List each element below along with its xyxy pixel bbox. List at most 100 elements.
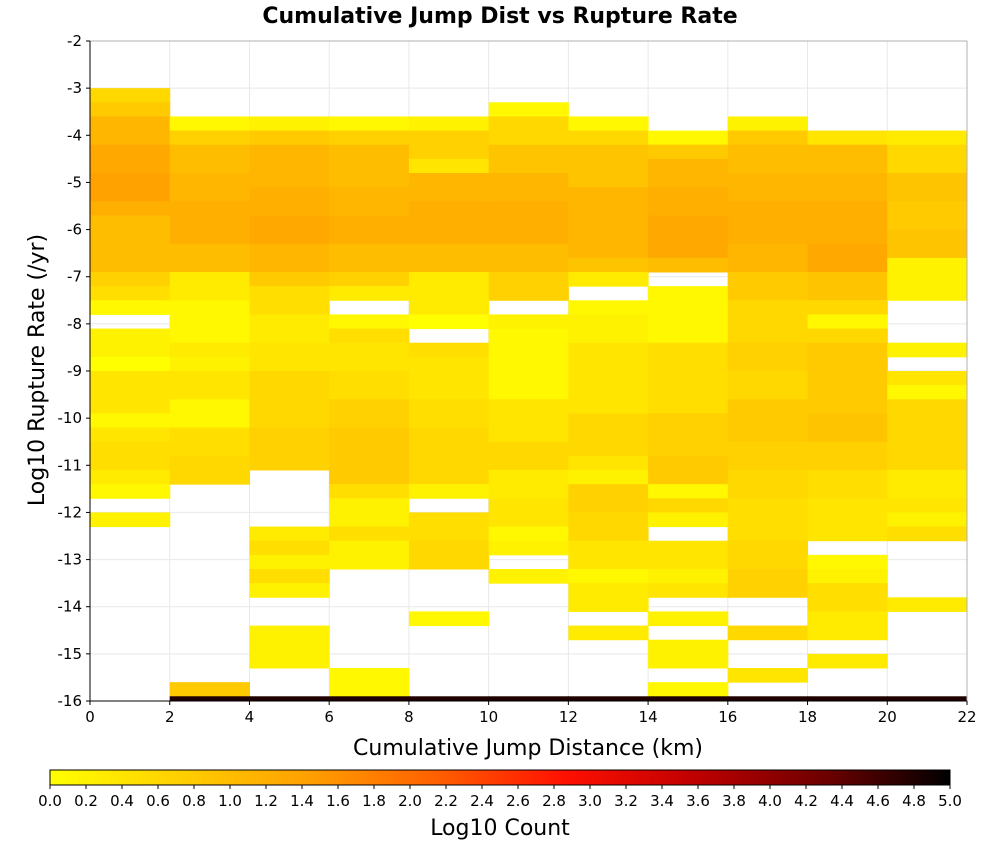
heatmap-cell bbox=[648, 696, 729, 702]
heatmap-cell bbox=[648, 484, 729, 499]
heatmap-cell bbox=[568, 257, 649, 273]
heatmap-cell bbox=[887, 470, 968, 499]
x-tick-label: 0 bbox=[85, 708, 95, 726]
colorbar-tick-label: 5.0 bbox=[938, 792, 962, 810]
colorbar-tick-label: 2.0 bbox=[398, 792, 422, 810]
heatmap-cell bbox=[568, 583, 649, 612]
heatmap-cell bbox=[249, 399, 330, 429]
heatmap-cell bbox=[169, 427, 250, 457]
heatmap-cell bbox=[887, 597, 968, 612]
heatmap-cell bbox=[568, 272, 649, 287]
heatmap-cell bbox=[648, 215, 729, 259]
heatmap-cell bbox=[887, 441, 968, 471]
heatmap-cell bbox=[727, 668, 809, 683]
x-tick-label: 6 bbox=[324, 708, 334, 726]
heatmap-cell bbox=[887, 342, 968, 358]
heatmap-cell bbox=[488, 328, 569, 400]
heatmap-cell bbox=[169, 342, 250, 358]
heatmap-cell bbox=[408, 399, 490, 429]
colorbar-tick-label: 0.8 bbox=[182, 792, 206, 810]
y-tick-label: -4 bbox=[67, 126, 82, 144]
heatmap-cell bbox=[169, 201, 250, 245]
heatmap-cell bbox=[648, 257, 729, 273]
heatmap-cell bbox=[408, 512, 490, 542]
heatmap-cell bbox=[329, 427, 410, 485]
y-tick-label: -3 bbox=[67, 79, 82, 97]
heatmap-cell bbox=[648, 639, 729, 669]
heatmap-cell bbox=[408, 243, 490, 273]
heatmap-cells bbox=[90, 88, 968, 702]
heatmap-cell bbox=[329, 696, 410, 702]
colorbar-tick-label: 1.8 bbox=[362, 792, 386, 810]
heatmap-cell bbox=[249, 526, 330, 542]
heatmap-cell bbox=[648, 583, 729, 598]
heatmap-cell bbox=[887, 173, 968, 202]
y-tick-label: -6 bbox=[67, 221, 82, 239]
x-tick-label: 12 bbox=[559, 708, 578, 726]
heatmap-cell bbox=[90, 116, 171, 146]
y-tick-label: -15 bbox=[58, 645, 83, 663]
heatmap-cell bbox=[727, 441, 809, 471]
heatmap-cell bbox=[887, 144, 968, 174]
heatmap-cell bbox=[90, 272, 171, 287]
heatmap-cell bbox=[887, 371, 968, 386]
heatmap-cell bbox=[568, 215, 649, 259]
heatmap-cell bbox=[329, 540, 410, 570]
heatmap-cell bbox=[90, 201, 171, 216]
heatmap-cell bbox=[727, 470, 809, 499]
colorbar-tick-label: 0.4 bbox=[110, 792, 134, 810]
x-tick-label: 10 bbox=[479, 708, 498, 726]
heatmap-cell bbox=[727, 342, 809, 372]
heatmap-cell bbox=[727, 173, 809, 202]
axes: 0 2 4 6 8 10 12 14 16 18 20 22 -2 -3 -4 -5 -6 -7 -8 -9 -10 -1… bbox=[58, 32, 977, 726]
heatmap-cell bbox=[648, 144, 729, 160]
y-tick-label: -9 bbox=[67, 362, 82, 380]
heatmap-cell bbox=[727, 371, 809, 400]
heatmap-cell bbox=[249, 427, 330, 471]
heatmap-cell bbox=[249, 187, 330, 216]
heatmap-cell bbox=[807, 144, 888, 174]
heatmap-cell bbox=[249, 342, 330, 372]
heatmap-cell bbox=[249, 569, 330, 584]
heatmap-cell bbox=[807, 441, 888, 471]
heatmap-cell bbox=[488, 441, 569, 471]
heatmap-cell bbox=[887, 512, 968, 528]
colorbar-tick-label: 3.2 bbox=[614, 792, 638, 810]
heatmap-cell bbox=[169, 300, 250, 344]
heatmap-cell bbox=[90, 144, 171, 174]
y-tick-label: -11 bbox=[58, 456, 83, 474]
heatmap-cell bbox=[648, 682, 729, 697]
y-tick-label: -2 bbox=[67, 32, 82, 50]
heatmap-cell bbox=[807, 470, 888, 499]
colorbar-tick-label: 2.4 bbox=[470, 792, 494, 810]
heatmap-cell bbox=[249, 371, 330, 400]
heatmap-cell bbox=[727, 272, 809, 301]
x-tick-label: 14 bbox=[639, 708, 658, 726]
heatmap-cell bbox=[90, 484, 171, 499]
heatmap-cell bbox=[249, 243, 330, 273]
heatmap-cell bbox=[807, 342, 888, 386]
colorbar-tick-label: 3.0 bbox=[578, 792, 602, 810]
heatmap-cell bbox=[568, 470, 649, 485]
colorbar-tick-label: 3.4 bbox=[650, 792, 674, 810]
heatmap-cell bbox=[90, 286, 171, 301]
heatmap-cell bbox=[249, 286, 330, 315]
heatmap-cell bbox=[488, 201, 569, 245]
heatmap-cell bbox=[568, 625, 649, 641]
heatmap-cell bbox=[648, 187, 729, 216]
heatmap-cell bbox=[727, 540, 809, 570]
heatmap-cell bbox=[568, 413, 649, 457]
colorbar-tick-label: 4.8 bbox=[902, 792, 926, 810]
heatmap-cell bbox=[488, 116, 569, 146]
x-tick-label: 18 bbox=[798, 708, 817, 726]
heatmap-cell bbox=[329, 272, 410, 287]
heatmap-cell bbox=[887, 257, 968, 301]
heatmap-cell bbox=[887, 696, 968, 702]
heatmap-cell bbox=[329, 328, 410, 344]
heatmap-cell bbox=[488, 540, 569, 556]
heatmap-cell bbox=[249, 696, 330, 702]
heatmap-cell bbox=[488, 569, 569, 584]
heatmap-cell bbox=[488, 526, 569, 542]
